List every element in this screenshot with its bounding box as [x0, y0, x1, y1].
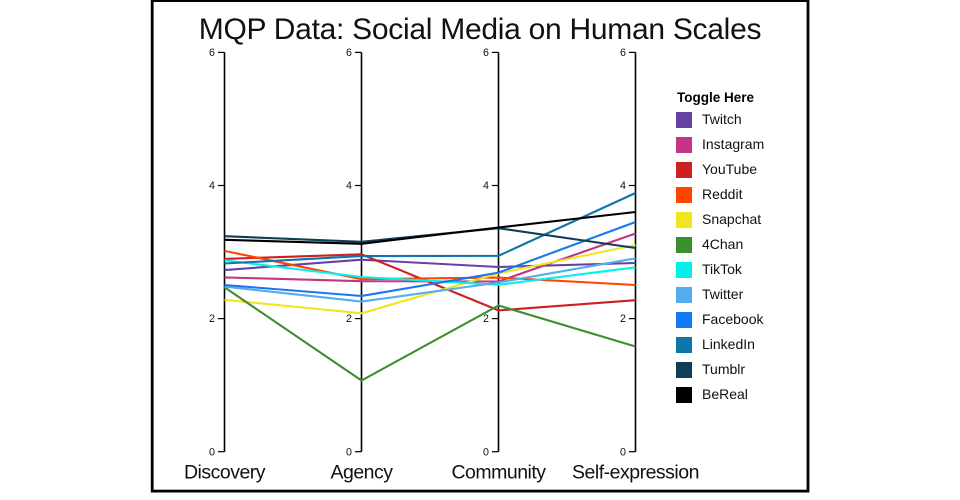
svg-text:0: 0: [346, 446, 352, 458]
svg-text:2: 2: [346, 313, 352, 325]
svg-text:Reddit: Reddit: [702, 186, 743, 202]
svg-text:6: 6: [209, 47, 215, 59]
svg-text:Twitch: Twitch: [702, 111, 742, 127]
svg-text:0: 0: [483, 446, 489, 458]
svg-text:TikTok: TikTok: [702, 261, 743, 277]
svg-text:4: 4: [483, 180, 489, 192]
svg-text:4: 4: [620, 180, 626, 192]
svg-text:Facebook: Facebook: [702, 311, 764, 327]
svg-text:6: 6: [620, 47, 626, 59]
svg-text:4: 4: [209, 180, 215, 192]
svg-text:Twitter: Twitter: [702, 286, 744, 302]
svg-text:Instagram: Instagram: [702, 136, 764, 152]
svg-text:0: 0: [209, 446, 215, 458]
svg-text:2: 2: [620, 313, 626, 325]
svg-text:6: 6: [483, 47, 489, 59]
svg-text:0: 0: [620, 446, 626, 458]
svg-text:BeReal: BeReal: [702, 386, 748, 402]
svg-text:MQP Data: Social Media on Huma: MQP Data: Social Media on Human Scales: [199, 13, 761, 46]
svg-text:Discovery: Discovery: [184, 462, 266, 484]
svg-text:Community: Community: [451, 462, 546, 484]
svg-text:Agency: Agency: [330, 462, 393, 484]
svg-text:Toggle Here: Toggle Here: [677, 90, 755, 105]
svg-text:LinkedIn: LinkedIn: [702, 336, 755, 352]
svg-text:4: 4: [346, 180, 352, 192]
svg-text:2: 2: [209, 313, 215, 325]
svg-text:Self-expression: Self-expression: [572, 462, 699, 484]
svg-text:YouTube: YouTube: [702, 161, 757, 177]
svg-text:Tumblr: Tumblr: [702, 361, 745, 377]
svg-text:6: 6: [346, 47, 352, 59]
svg-text:Snapchat: Snapchat: [702, 211, 761, 227]
svg-text:4Chan: 4Chan: [702, 236, 743, 252]
svg-text:2: 2: [483, 313, 489, 325]
